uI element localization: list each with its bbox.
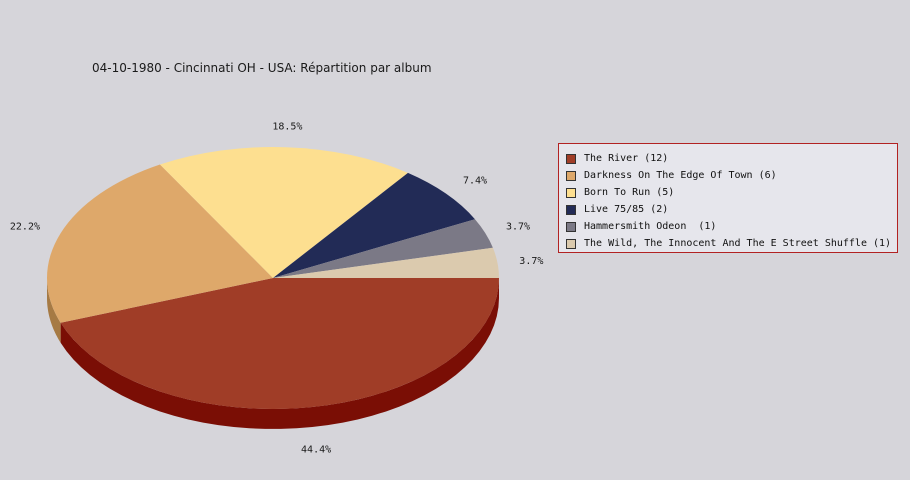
legend-item: The River (12) — [566, 150, 897, 167]
legend-item: Hammersmith Odeon (1) — [566, 218, 897, 235]
chart-title: 04-10-1980 - Cincinnati OH - USA: Répart… — [92, 61, 432, 75]
legend-label: Darkness On The Edge Of Town (6) — [584, 170, 777, 181]
data-label-the-wild-the-innocent-and-the-e-street-shuffle-1: 3.7% — [519, 256, 543, 267]
legend-swatch — [566, 170, 576, 181]
legend-swatch — [566, 204, 576, 215]
legend-label: Hammersmith Odeon (1) — [584, 221, 717, 232]
legend-label: The River (12) — [584, 153, 669, 164]
pie-slice-live-75-85-2 — [273, 172, 475, 278]
legend-swatch — [566, 187, 576, 198]
pie-slice-the-river-12 — [60, 278, 499, 409]
pie-slice-born-to-run-5 — [160, 146, 408, 278]
legend-item: Darkness On The Edge Of Town (6) — [566, 167, 897, 184]
data-label-the-river-12: 44.4% — [301, 445, 331, 456]
pie-side-the-river-12 — [60, 278, 499, 429]
legend-label: Live 75/85 (2) — [584, 204, 669, 215]
pie-side-darkness-on-the-edge-of-town-6 — [47, 278, 61, 343]
data-label-born-to-run-5: 18.5% — [272, 121, 302, 132]
legend-item: Live 75/85 (2) — [566, 201, 897, 218]
legend-swatch — [566, 238, 576, 249]
data-label-darkness-on-the-edge-of-town-6: 22.2% — [10, 222, 40, 233]
legend-label: The Wild, The Innocent And The E Street … — [584, 238, 892, 249]
legend-item: Born To Run (5) — [566, 184, 897, 201]
pie-slice-the-wild-the-innocent-and-the-e-street-shuffle-1 — [273, 247, 499, 278]
legend-swatch — [566, 221, 576, 232]
pie-slice-darkness-on-the-edge-of-town-6 — [47, 164, 274, 323]
legend-swatch — [566, 153, 576, 164]
legend-item: The Wild, The Innocent And The E Street … — [566, 235, 897, 252]
data-label-live-75-85-2: 7.4% — [463, 176, 487, 187]
legend: The River (12) Darkness On The Edge Of To… — [558, 143, 898, 253]
data-label-hammersmith-odeon-1: 3.7% — [506, 222, 530, 233]
legend-label: Born To Run (5) — [584, 187, 675, 198]
pie-slice-hammersmith-odeon-1 — [273, 219, 493, 278]
